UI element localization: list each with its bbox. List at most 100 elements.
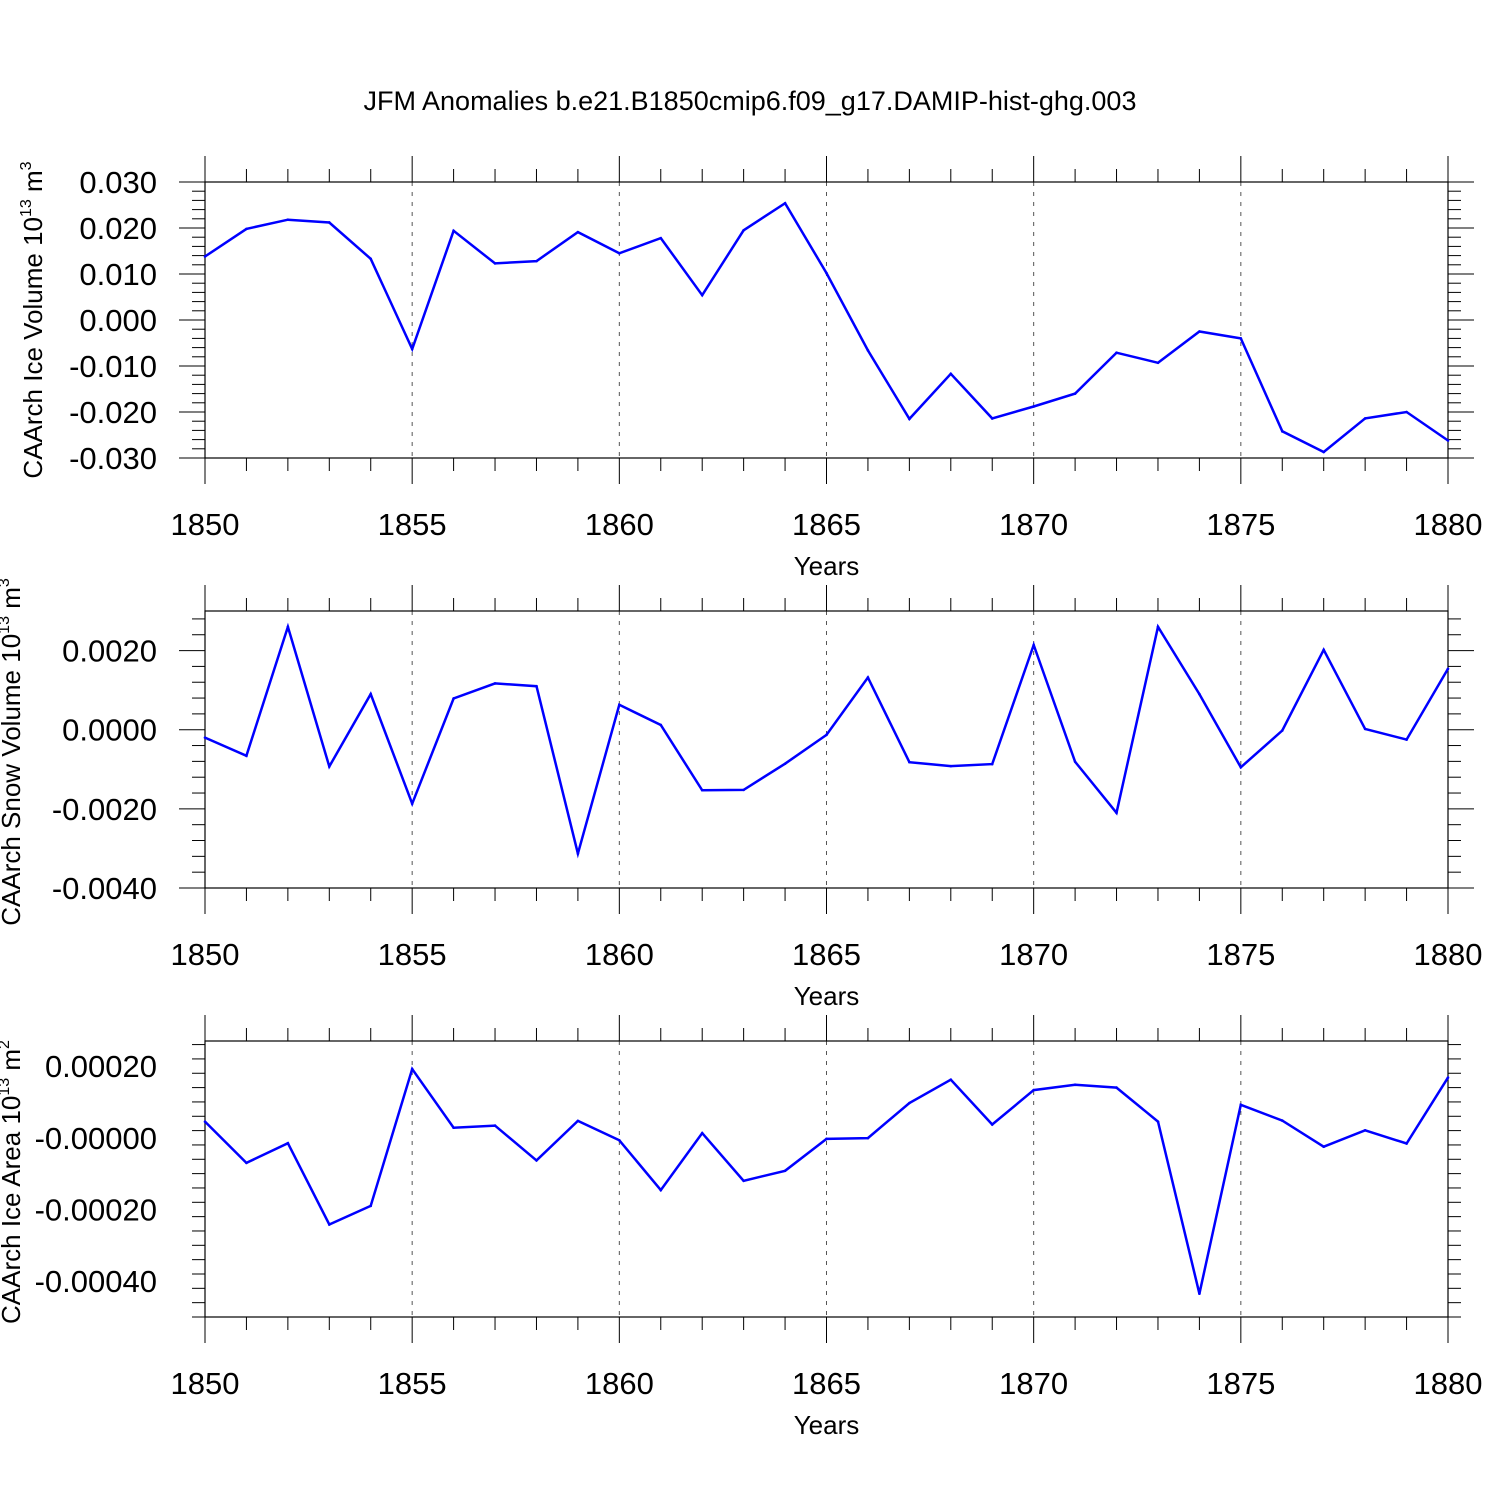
- x-tick-label: 1855: [378, 507, 447, 542]
- data-point: [1322, 450, 1325, 454]
- data-point: [452, 229, 455, 233]
- x-tick-label: 1860: [585, 507, 654, 542]
- y-axis-label: CAArch Ice Volume 1013 m3: [18, 161, 48, 478]
- y-tick-label: 0.0000: [62, 713, 157, 748]
- data-point: [783, 1169, 787, 1173]
- x-tick-label: 1850: [171, 937, 240, 972]
- data-point: [576, 1119, 580, 1123]
- data-point: [866, 349, 870, 352]
- y-tick-label: -0.030: [69, 441, 157, 476]
- data-point: [825, 733, 828, 737]
- data-point: [1073, 392, 1077, 395]
- x-tick-label: 1855: [378, 937, 447, 972]
- data-point: [866, 1136, 870, 1140]
- data-point: [1198, 1292, 1201, 1296]
- y-tick-label: 0.010: [79, 257, 157, 292]
- data-point: [990, 417, 994, 420]
- data-point: [245, 754, 248, 758]
- data-point: [493, 682, 497, 685]
- data-point: [203, 736, 207, 739]
- panel-3: 0.00020 -0.00000 -0.00020 -0.00040 1850 1855 1…: [0, 1015, 1482, 1440]
- data-point: [1156, 361, 1160, 365]
- data-point: [286, 1141, 290, 1145]
- data-point: [1446, 439, 1450, 442]
- y-tick-label: -0.00000: [35, 1121, 157, 1156]
- data-point: [369, 1204, 373, 1208]
- data-point: [1239, 1103, 1243, 1107]
- data-point: [1322, 1145, 1325, 1149]
- data-point: [1363, 727, 1367, 731]
- data-point: [1446, 667, 1450, 671]
- chart-title: JFM Anomalies b.e21.B1850cmip6.f09_g17.D…: [364, 86, 1137, 116]
- data-point: [659, 723, 663, 727]
- data-point: [1198, 692, 1201, 696]
- data-point: [742, 229, 745, 232]
- data-point: [286, 625, 290, 629]
- data-point: [1363, 1128, 1367, 1132]
- data-point: [742, 788, 745, 792]
- data-point: [328, 221, 331, 224]
- data-point: [990, 762, 994, 766]
- data-point: [1280, 430, 1284, 433]
- data-point: [452, 697, 455, 700]
- data-point: [369, 257, 373, 261]
- data-point: [1198, 330, 1201, 333]
- data-point: [1405, 410, 1408, 414]
- data-point: [328, 1223, 331, 1226]
- data-point: [203, 1120, 207, 1123]
- data-point: [825, 1137, 828, 1141]
- y-tick-label: 0.0020: [62, 634, 157, 669]
- x-tick-label: 1870: [999, 507, 1068, 542]
- data-point: [410, 347, 414, 351]
- y-tick-label: -0.00040: [35, 1264, 157, 1299]
- x-tick-label: 1880: [1414, 1366, 1483, 1401]
- data-point: [1156, 1120, 1160, 1123]
- data-point: [535, 684, 538, 688]
- data-point: [1073, 1083, 1077, 1087]
- x-tick-label: 1875: [1206, 1366, 1275, 1401]
- y-tick-label: -0.020: [69, 395, 157, 430]
- data-point: [618, 703, 621, 707]
- data-point: [203, 255, 207, 258]
- x-tick-label: 1875: [1206, 507, 1275, 542]
- data-point: [1322, 648, 1325, 652]
- data-point: [493, 262, 497, 265]
- x-tick-label: 1870: [999, 1366, 1068, 1401]
- data-point: [659, 1188, 663, 1192]
- x-tick-label: 1860: [585, 1366, 654, 1401]
- x-tick-label: 1865: [792, 1366, 861, 1401]
- data-point: [825, 271, 828, 275]
- y-tick-label: -0.010: [69, 349, 157, 384]
- data-point: [700, 293, 704, 297]
- data-point: [908, 760, 911, 764]
- data-point: [328, 765, 331, 768]
- data-point: [949, 372, 953, 376]
- x-axis-label: Years: [794, 551, 860, 581]
- data-point: [866, 676, 870, 679]
- data-point: [700, 1131, 704, 1135]
- data-point: [245, 227, 248, 231]
- x-tick-label: 1855: [378, 1366, 447, 1401]
- data-point: [1280, 1119, 1284, 1122]
- data-point: [1032, 1088, 1035, 1092]
- data-point: [1239, 337, 1243, 340]
- x-axis-label: Years: [794, 981, 860, 1011]
- panel-1: 0.030 0.020 0.010 0.000 -0.010 -0.020 -0.030 18…: [18, 156, 1482, 581]
- data-point: [700, 788, 704, 792]
- data-point: [493, 1124, 497, 1127]
- data-point: [410, 1067, 414, 1071]
- y-axis-label: CAArch Ice Area 1013 m2: [0, 1040, 26, 1324]
- data-point: [1405, 738, 1408, 741]
- x-tick-label: 1880: [1414, 937, 1483, 972]
- series-line: [204, 622, 1450, 859]
- data-point: [618, 1138, 621, 1142]
- y-tick-label: -0.0020: [52, 792, 157, 827]
- data-point: [576, 230, 580, 234]
- data-point: [369, 692, 373, 696]
- data-point: [1032, 643, 1035, 647]
- y-axis-label: CAArch Snow Volume 1013 m3: [0, 578, 26, 926]
- data-point: [783, 201, 787, 205]
- data-point: [576, 852, 580, 855]
- data-point: [245, 1161, 248, 1165]
